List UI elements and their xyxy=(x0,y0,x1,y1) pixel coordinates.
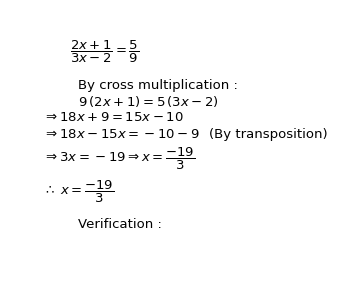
Text: (By transposition): (By transposition) xyxy=(209,128,327,141)
Text: $9\,(2x + 1) = 5\,(3x - 2)$: $9\,(2x + 1) = 5\,(3x - 2)$ xyxy=(78,94,219,109)
Text: $\therefore\; x = \dfrac{-19}{3}$: $\therefore\; x = \dfrac{-19}{3}$ xyxy=(43,179,115,205)
Text: $\Rightarrow 3x = -19 \Rightarrow x = \dfrac{-19}{3}$: $\Rightarrow 3x = -19 \Rightarrow x = \d… xyxy=(43,146,195,172)
Text: By cross multiplication :: By cross multiplication : xyxy=(78,79,238,92)
Text: Verification :: Verification : xyxy=(78,218,162,231)
Text: $\Rightarrow 18x - 15x = -10 - 9$: $\Rightarrow 18x - 15x = -10 - 9$ xyxy=(43,128,200,141)
Text: $\dfrac{2x+1}{3x-2} = \dfrac{5}{9}$: $\dfrac{2x+1}{3x-2} = \dfrac{5}{9}$ xyxy=(70,39,139,65)
Text: $\Rightarrow 18x + 9 = 15x - 10$: $\Rightarrow 18x + 9 = 15x - 10$ xyxy=(43,111,184,124)
